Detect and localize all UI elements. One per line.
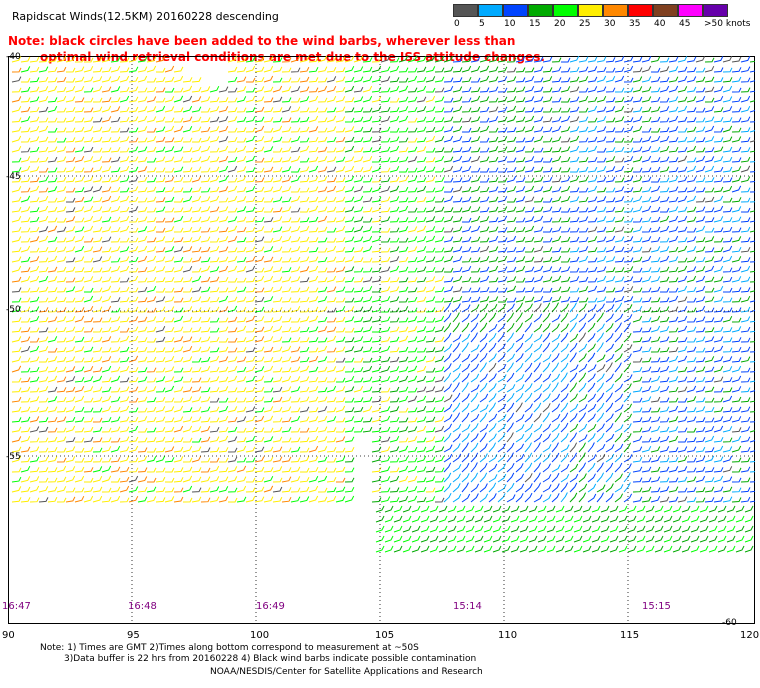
lon-label-105: 105 [375, 630, 395, 641]
footer-note-2: 3)Data buffer is 22 hrs from 20160228 4)… [64, 654, 477, 664]
lon-label-100: 100 [250, 630, 270, 641]
scale-color-box [453, 4, 478, 17]
wind-barbs [11, 56, 755, 553]
lon-label-90: 90 [2, 630, 15, 641]
scale-label: 35 [629, 19, 641, 29]
scale-swatch: 5 [478, 4, 503, 29]
time-label-1: 16:47 [2, 601, 31, 612]
footer-credit: NOAA/NESDIS/Center for Satellite Applica… [210, 667, 483, 677]
scale-color-box [578, 4, 603, 17]
scale-label: 10 [504, 19, 516, 29]
scale-swatch: 20 [553, 4, 578, 29]
scale-label: 45 [679, 19, 691, 29]
scale-color-box [653, 4, 678, 17]
lon-label-120: 120 [740, 630, 760, 641]
lat-label-40: -40 [6, 52, 21, 62]
scale-color-box [703, 4, 728, 17]
scale-label: >50 knots [704, 19, 751, 29]
scale-label: 5 [479, 19, 485, 29]
scale-label: 40 [654, 19, 666, 29]
scale-swatch: 0 [453, 4, 478, 29]
scale-color-box [678, 4, 703, 17]
lat-label-50: -50 [6, 305, 21, 315]
time-label-4: 15:14 [453, 601, 482, 612]
scale-label: 20 [554, 19, 566, 29]
time-label-5: 15:15 [642, 601, 671, 612]
lat-label-45: -45 [6, 172, 21, 182]
scale-label: 0 [454, 19, 460, 29]
time-label-2: 16:48 [128, 601, 157, 612]
scale-swatch: 25 [578, 4, 603, 29]
scale-swatch: 15 [528, 4, 553, 29]
note-line-1: Note: black circles have been added to t… [8, 34, 516, 48]
lat-label-60: -60 [722, 618, 737, 628]
color-scale: 0 5 10 15 20 25 30 35 40 45 >50 knots [453, 4, 751, 29]
scale-color-box [528, 4, 553, 17]
scale-color-box [553, 4, 578, 17]
scale-color-box [603, 4, 628, 17]
scale-label: 15 [529, 19, 541, 29]
lon-label-95: 95 [127, 630, 140, 641]
wind-barb-map [8, 56, 755, 624]
scale-swatch: 30 [603, 4, 628, 29]
time-label-3: 16:49 [256, 601, 285, 612]
footer-note-1: Note: 1) Times are GMT 2)Times along bot… [40, 643, 419, 653]
scale-swatch: 45 [678, 4, 703, 29]
map-title: Rapidscat Winds(12.5KM) 20160228 descend… [12, 10, 279, 23]
scale-swatch: 40 [653, 4, 678, 29]
scale-color-box [628, 4, 653, 17]
scale-label: 25 [579, 19, 591, 29]
scale-swatch: >50 knots [703, 4, 751, 29]
scale-swatch: 35 [628, 4, 653, 29]
lon-label-110: 110 [498, 630, 518, 641]
lat-label-55: -55 [6, 452, 21, 462]
scale-color-box [478, 4, 503, 17]
scale-label: 30 [604, 19, 616, 29]
scale-color-box [503, 4, 528, 17]
lon-label-115: 115 [620, 630, 640, 641]
scale-swatch: 10 [503, 4, 528, 29]
